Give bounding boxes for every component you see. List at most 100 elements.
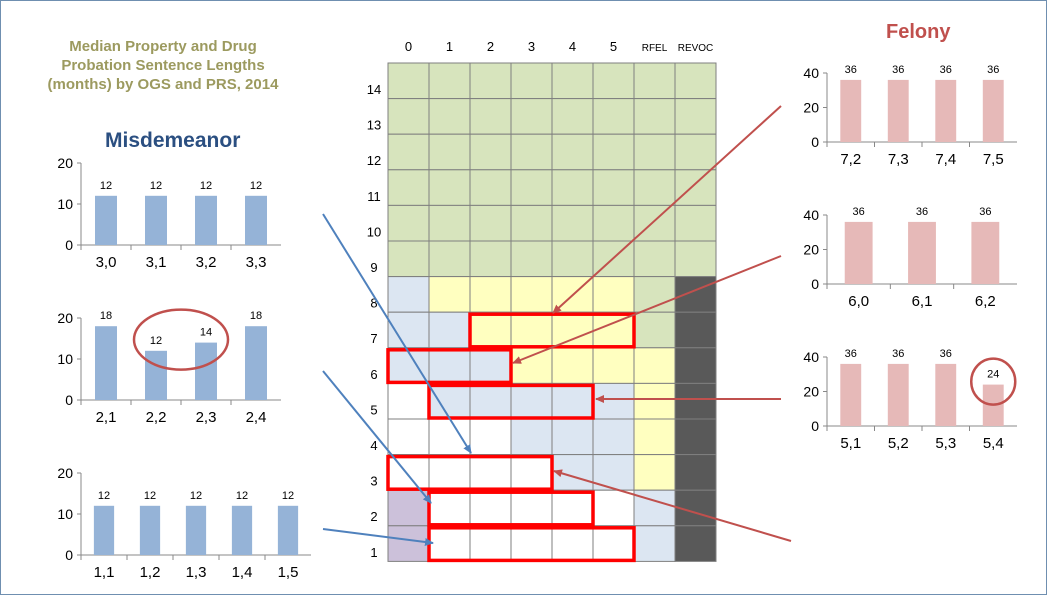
grid-cell [633,418,676,456]
y-tick-label: 20 [57,465,73,481]
category-label: 1,4 [232,564,253,581]
connector-arrow-blue [322,370,432,504]
data-label: 36 [892,348,904,360]
grid-cell [510,525,553,562]
bar [908,221,936,284]
category-label: 3,1 [146,254,167,271]
grid-cell [387,204,430,242]
y-tick-label: 10 [57,196,73,212]
grid-cell [674,240,717,278]
y-tick-label: 40 [803,207,819,223]
grid-cell [551,525,594,562]
grid-column-header: RFEL [642,43,668,54]
y-tick-label: 40 [803,65,819,81]
grid-cell [551,347,594,384]
grid-cell [469,489,512,527]
grid-cell [674,276,717,313]
grid-row-header: 7 [370,331,377,346]
bar [277,505,299,555]
grid-cell [387,240,430,278]
grid-cell [551,98,594,135]
bar [145,350,167,400]
y-tick-label: 20 [803,242,819,258]
grid-cell [633,204,676,242]
data-label: 36 [940,64,952,76]
grid-cell [592,418,635,456]
category-label: 5,1 [840,435,861,452]
y-tick-label: 0 [65,547,73,563]
grid-column-header: 1 [446,39,453,54]
data-label: 36 [853,206,865,218]
grid-cell [674,454,717,491]
bar-chart-fel-1: 0 20 40 36 7,2 36 7,3 36 7,4 36 7,5 [803,64,1017,168]
bar [840,79,862,142]
highlight-box [386,454,554,491]
data-label: 12 [150,180,162,192]
felony-title: Felony [886,21,951,43]
category-label: 3,2 [196,254,217,271]
grid-cell [674,62,717,100]
grid-cell [633,133,676,171]
connector-arrow-red [553,469,792,542]
grid-cell [592,525,635,562]
grid-cell [469,169,512,206]
grid-cell [551,169,594,206]
highlight-circle [132,308,230,371]
category-label: 5,4 [983,435,1004,452]
bar [231,505,253,555]
grid-cell [551,240,594,278]
data-label: 18 [100,310,112,322]
grid-cell [510,204,553,242]
grid-cell [510,276,553,313]
grid-cell [551,133,594,171]
grid-cell [592,62,635,100]
grid-cell [469,133,512,171]
data-label: 36 [845,64,857,76]
grid-cell [469,204,512,242]
bar [887,79,909,142]
category-label: 7,4 [935,151,956,168]
grid-cell [387,276,430,313]
grid-cell [551,62,594,100]
grid-cell [510,133,553,171]
y-tick-label: 0 [811,418,819,434]
y-tick-label: 0 [811,276,819,292]
grid-row-header: 1 [370,545,377,560]
grid-cell [633,454,676,491]
connector-arrow-red [552,105,782,314]
grid-cell [510,382,553,420]
grid-row-header: 3 [370,474,377,489]
grid-cell [592,347,635,384]
grid-cell [387,525,430,562]
bar-chart-fel-2: 0 20 40 36 6,0 36 6,1 36 6,2 [803,206,1017,310]
grid-cell [510,62,553,100]
y-tick-label: 20 [57,155,73,171]
y-tick-label: 10 [57,506,73,522]
highlight-box [427,383,595,420]
grid-cell [428,62,471,100]
bar [245,326,267,400]
bar-chart-misd-2: 0 10 20 18 2,1 12 2,2 14 2,3 18 2,4 [57,308,281,426]
grid-cell [469,525,512,562]
grid-cell [510,311,553,349]
bar [93,505,115,555]
data-label: 36 [916,206,928,218]
category-label: 6,1 [912,293,933,310]
grid-cell [428,276,471,313]
y-tick-label: 40 [803,349,819,365]
grid-cell [510,347,553,384]
grid-cell [510,98,553,135]
connector-arrow-blue [322,528,434,546]
grid-row-header: 2 [370,509,377,524]
bar [844,221,873,284]
y-tick-label: 0 [65,392,73,408]
category-label: 7,2 [840,151,861,168]
grid-cell [633,98,676,135]
grid-cell [510,240,553,278]
grid-cell [428,133,471,171]
grid-cell [633,525,676,562]
bar [982,79,1004,142]
grid-cell [469,311,512,349]
category-label: 7,5 [983,151,1004,168]
